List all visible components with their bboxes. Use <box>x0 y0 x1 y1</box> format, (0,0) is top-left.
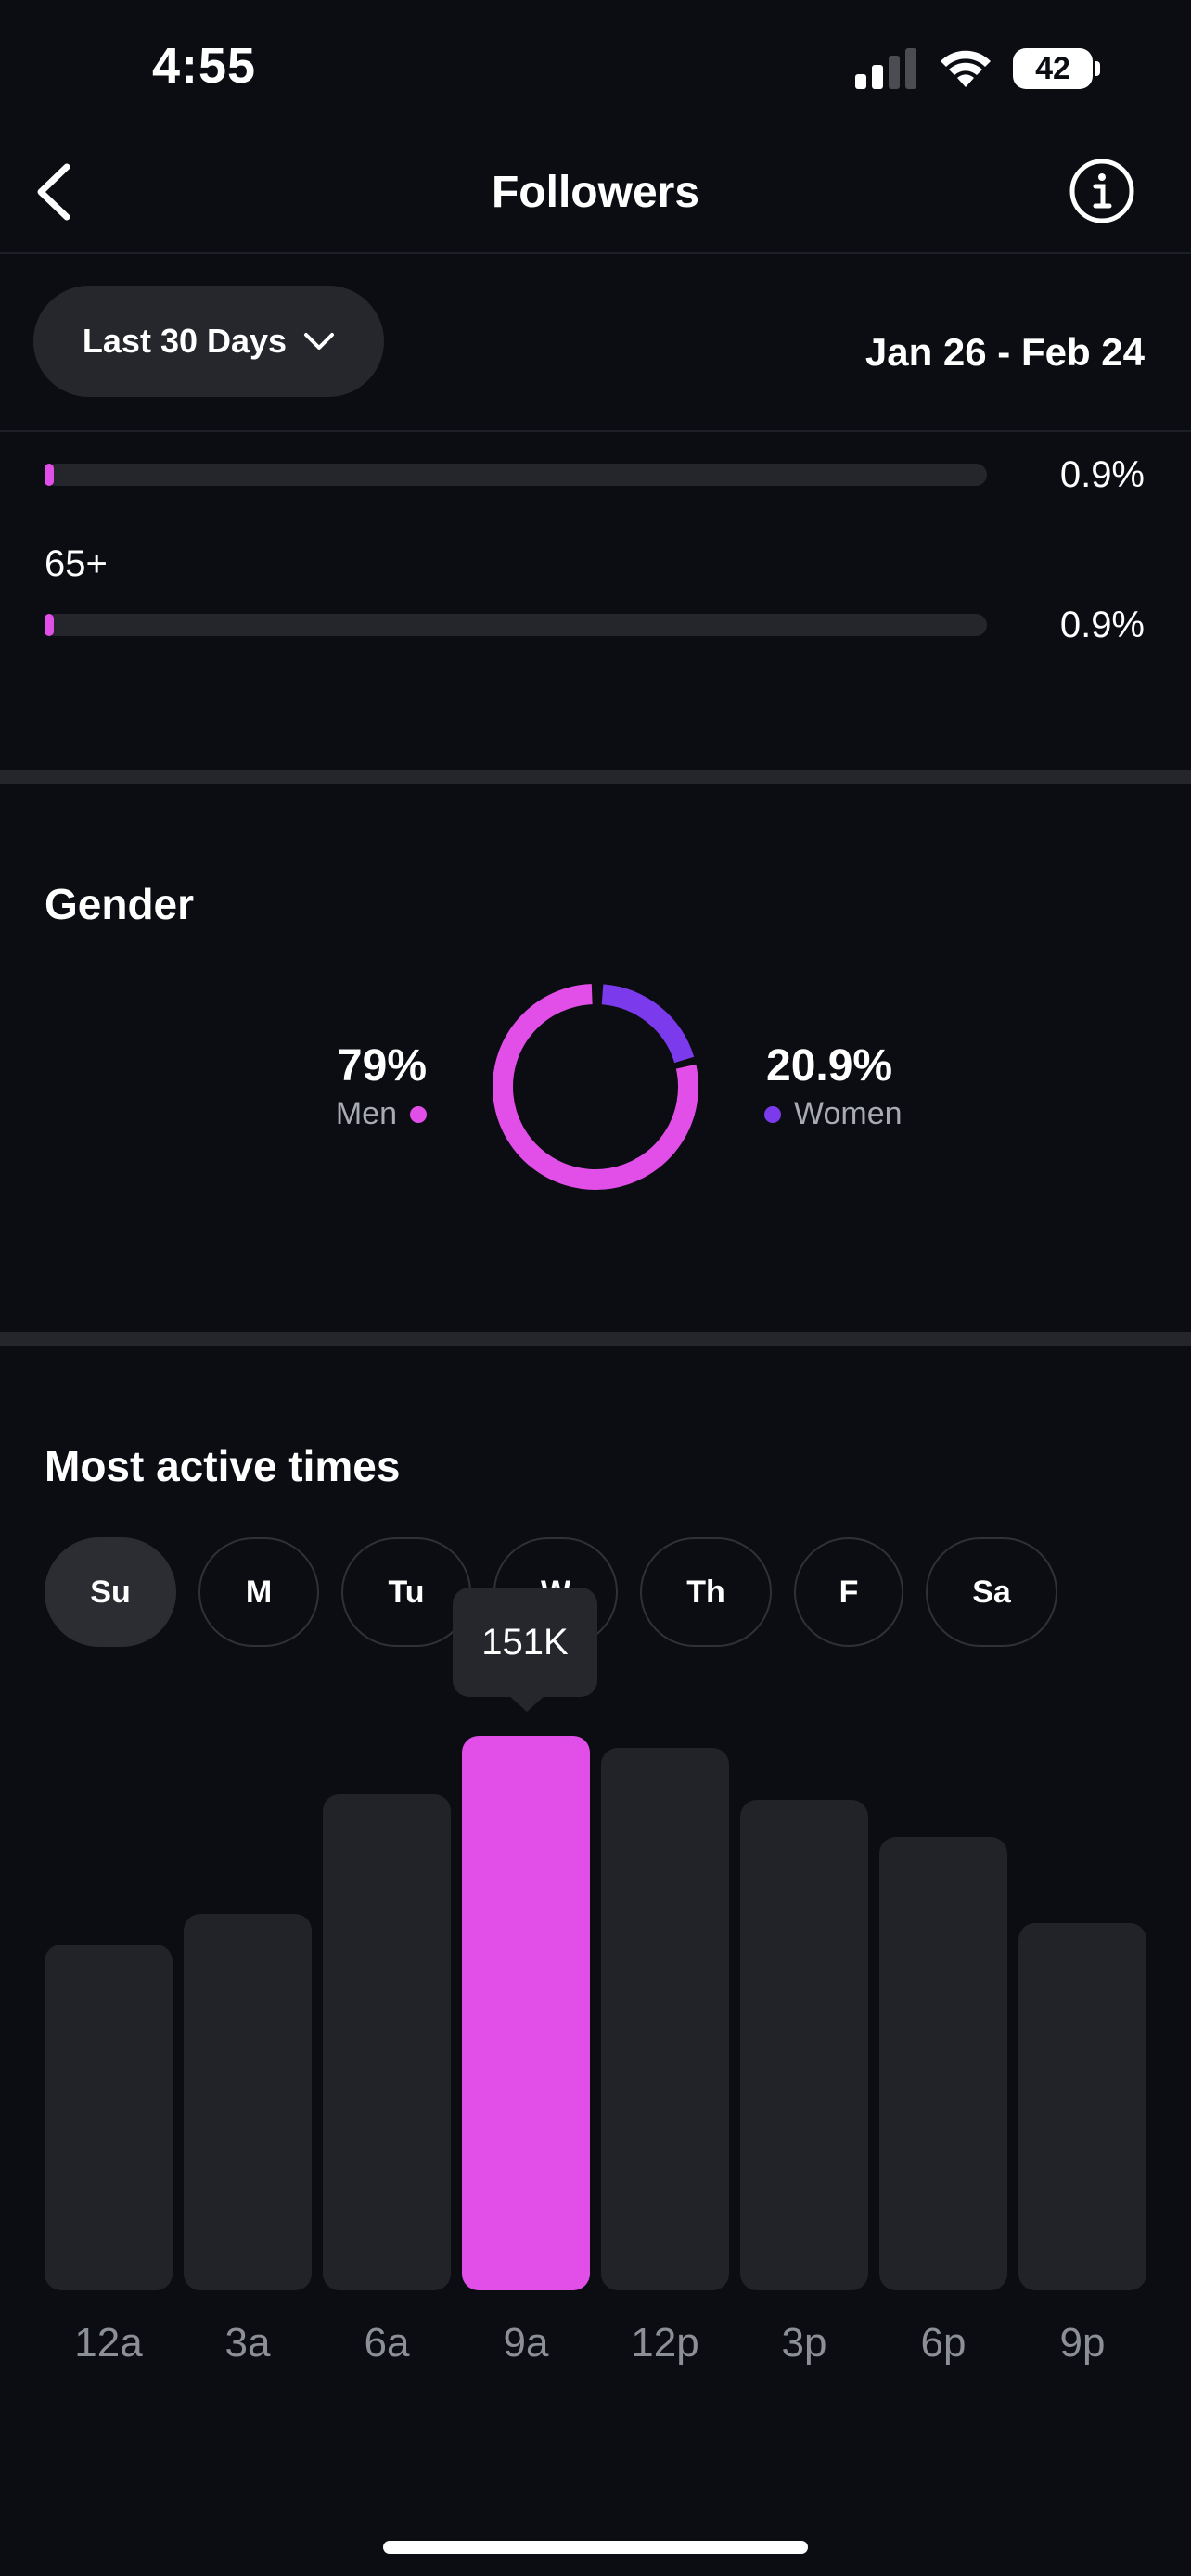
age-label: 65+ <box>45 543 108 584</box>
bar-3p[interactable] <box>740 1800 868 2290</box>
bar-6p[interactable] <box>879 1837 1007 2290</box>
x-tick-label: 3p <box>781 2320 827 2366</box>
battery-level: 42 <box>1035 50 1070 86</box>
date-range-dropdown[interactable]: Last 30 Days <box>33 286 384 397</box>
bar-3a[interactable] <box>184 1913 312 2290</box>
x-tick-label: 6a <box>364 2320 410 2366</box>
men-dot <box>410 1105 427 1123</box>
bar-value-tooltip: 151K <box>453 1588 597 1697</box>
active-times-title: Most active times <box>45 1442 401 1490</box>
age-bar-track <box>45 464 987 486</box>
wifi-icon <box>941 50 991 87</box>
gender-donut-chart <box>493 984 698 1190</box>
gender-title: Gender <box>45 880 195 928</box>
section-divider <box>0 770 1191 784</box>
section-divider <box>0 1332 1191 1346</box>
donut-slice-men <box>493 984 698 1190</box>
women-percent: 20.9% <box>766 1041 893 1090</box>
x-tick-label: 6p <box>920 2320 967 2366</box>
men-label: Men <box>335 1096 397 1131</box>
bar-12p[interactable] <box>601 1748 729 2290</box>
day-pill-th[interactable]: Th <box>640 1537 772 1647</box>
bar-6a[interactable] <box>323 1793 451 2290</box>
x-tick-label: 12a <box>74 2320 143 2366</box>
filter-divider <box>0 430 1191 432</box>
women-label: Women <box>794 1096 903 1131</box>
day-pill-m[interactable]: M <box>198 1537 319 1647</box>
age-bar-fill <box>45 614 54 636</box>
bar-12a[interactable] <box>45 1944 173 2290</box>
back-chevron-icon[interactable] <box>28 159 83 224</box>
day-pill-sa[interactable]: Sa <box>926 1537 1057 1647</box>
day-pill-tu[interactable]: Tu <box>341 1537 471 1647</box>
day-pill-su[interactable]: Su <box>45 1537 176 1647</box>
page-title: Followers <box>491 168 700 217</box>
date-range-dropdown-label: Last 30 Days <box>82 322 288 360</box>
x-tick-label: 9a <box>503 2320 549 2366</box>
day-pill-f[interactable]: F <box>794 1537 903 1647</box>
donut-slice-women <box>601 984 695 1064</box>
header-divider <box>0 252 1191 254</box>
women-legend: Women <box>764 1096 903 1132</box>
age-bar-fill <box>45 464 54 486</box>
chevron-down-icon <box>304 333 335 350</box>
status-time: 4:55 <box>152 38 257 94</box>
men-percent: 79% <box>337 1041 427 1090</box>
info-icon[interactable] <box>1069 158 1135 224</box>
men-legend: Men <box>336 1096 427 1132</box>
cellular-signal-icon <box>855 48 916 89</box>
x-tick-label: 12p <box>631 2320 699 2366</box>
tooltip-pointer <box>508 1695 545 1712</box>
home-indicator[interactable] <box>383 2541 808 2554</box>
battery-icon: 42 <box>1013 48 1102 91</box>
age-percent: 0.9% <box>1059 605 1145 645</box>
bar-9p[interactable] <box>1018 1922 1146 2290</box>
age-bar-track <box>45 614 987 636</box>
women-dot <box>764 1105 781 1123</box>
bar-9a[interactable] <box>462 1736 590 2290</box>
x-tick-label: 9p <box>1059 2320 1106 2366</box>
date-range-text: Jan 26 - Feb 24 <box>864 330 1145 374</box>
age-percent: 0.9% <box>1059 454 1145 495</box>
x-tick-label: 3a <box>224 2320 271 2366</box>
